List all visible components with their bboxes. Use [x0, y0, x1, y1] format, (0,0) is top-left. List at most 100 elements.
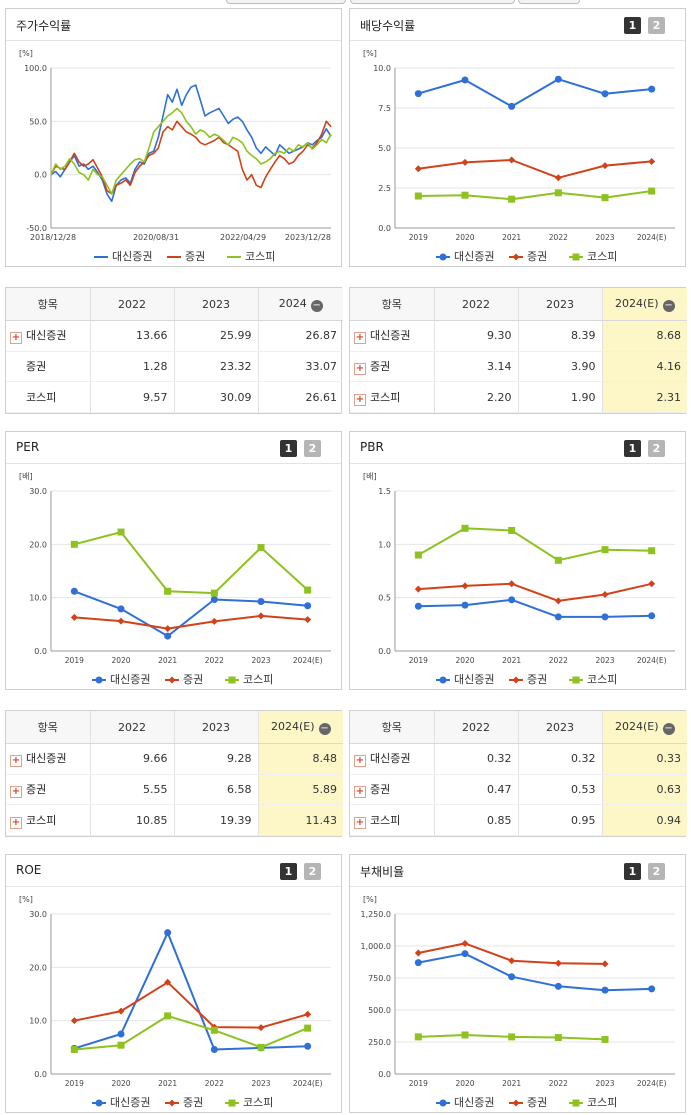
- data-point[interactable]: [601, 590, 609, 598]
- expand-icon[interactable]: +: [354, 785, 366, 798]
- data-point[interactable]: [257, 598, 265, 606]
- data-point[interactable]: [461, 582, 469, 590]
- data-point[interactable]: [210, 617, 218, 625]
- legend-label[interactable]: 대신증권: [110, 673, 150, 686]
- data-point[interactable]: [554, 1034, 562, 1042]
- row-name[interactable]: + 코스피: [350, 804, 435, 836]
- data-point[interactable]: [554, 613, 562, 621]
- data-point[interactable]: [70, 1017, 78, 1025]
- data-point[interactable]: [601, 90, 609, 98]
- legend-label[interactable]: 대신증권: [112, 250, 152, 263]
- expand-icon[interactable]: +: [354, 816, 366, 829]
- data-point[interactable]: [304, 1042, 312, 1050]
- data-point[interactable]: [461, 939, 469, 947]
- view-1-button[interactable]: 1: [624, 440, 641, 457]
- data-point[interactable]: [648, 612, 656, 620]
- data-point[interactable]: [648, 85, 656, 93]
- data-point[interactable]: [164, 587, 172, 595]
- data-point[interactable]: [554, 597, 562, 605]
- data-point[interactable]: [257, 612, 265, 620]
- data-point[interactable]: [304, 616, 312, 624]
- data-point[interactable]: [257, 544, 265, 552]
- data-point[interactable]: [648, 547, 656, 555]
- data-point[interactable]: [601, 986, 609, 994]
- data-point[interactable]: [648, 157, 656, 165]
- expand-icon[interactable]: +: [354, 393, 366, 406]
- expand-icon[interactable]: +: [10, 785, 22, 798]
- data-point[interactable]: [164, 978, 172, 986]
- legend-label[interactable]: 코스피: [245, 250, 275, 263]
- expand-icon[interactable]: +: [10, 332, 22, 345]
- data-point[interactable]: [554, 959, 562, 967]
- collapse-icon[interactable]: −: [662, 299, 675, 312]
- data-point[interactable]: [117, 617, 125, 625]
- row-name[interactable]: + 대신증권: [6, 743, 91, 775]
- data-point[interactable]: [210, 1045, 218, 1053]
- view-1-button[interactable]: 1: [624, 17, 641, 34]
- data-point[interactable]: [508, 526, 516, 534]
- expand-icon[interactable]: +: [354, 332, 366, 345]
- data-point[interactable]: [117, 528, 125, 536]
- data-point[interactable]: [70, 1045, 78, 1053]
- data-point[interactable]: [648, 187, 656, 195]
- data-point[interactable]: [601, 194, 609, 202]
- view-2-button[interactable]: 2: [304, 440, 321, 457]
- expand-icon[interactable]: +: [354, 362, 366, 375]
- legend-label[interactable]: 증권: [183, 1096, 203, 1109]
- data-point[interactable]: [508, 957, 516, 965]
- data-point[interactable]: [304, 602, 312, 610]
- collapse-icon[interactable]: −: [318, 722, 331, 735]
- data-point[interactable]: [117, 605, 125, 613]
- data-point[interactable]: [461, 524, 469, 532]
- data-point[interactable]: [601, 162, 609, 170]
- data-point[interactable]: [648, 580, 656, 588]
- data-point[interactable]: [554, 174, 562, 182]
- expand-icon[interactable]: +: [10, 755, 22, 768]
- data-point[interactable]: [414, 90, 422, 98]
- collapse-icon[interactable]: −: [310, 299, 323, 312]
- legend-label[interactable]: 코스피: [587, 673, 617, 686]
- data-point[interactable]: [414, 585, 422, 593]
- data-point[interactable]: [554, 982, 562, 990]
- legend-label[interactable]: 코스피: [243, 673, 273, 686]
- row-name[interactable]: + 대신증권: [6, 320, 91, 352]
- data-point[interactable]: [117, 1041, 125, 1049]
- data-point[interactable]: [210, 595, 218, 603]
- legend-label[interactable]: 대신증권: [454, 673, 494, 686]
- legend-label[interactable]: 대신증권: [454, 250, 494, 263]
- data-point[interactable]: [601, 546, 609, 554]
- data-point[interactable]: [461, 601, 469, 609]
- data-point[interactable]: [304, 1010, 312, 1018]
- data-point[interactable]: [164, 625, 172, 633]
- data-point[interactable]: [554, 75, 562, 83]
- data-point[interactable]: [117, 1007, 125, 1015]
- data-point[interactable]: [601, 960, 609, 968]
- data-point[interactable]: [508, 195, 516, 203]
- data-point[interactable]: [414, 949, 422, 957]
- legend-label[interactable]: 증권: [183, 673, 203, 686]
- legend-label[interactable]: 대신증권: [454, 1096, 494, 1109]
- expand-icon[interactable]: +: [354, 755, 366, 768]
- data-point[interactable]: [164, 929, 172, 937]
- data-point[interactable]: [508, 596, 516, 604]
- view-1-button[interactable]: 1: [280, 863, 297, 880]
- data-point[interactable]: [414, 165, 422, 173]
- view-1-button[interactable]: 1: [624, 863, 641, 880]
- data-point[interactable]: [414, 1033, 422, 1041]
- data-point[interactable]: [601, 1035, 609, 1043]
- row-name[interactable]: + 증권: [6, 774, 91, 806]
- data-point[interactable]: [648, 985, 656, 993]
- data-point[interactable]: [461, 191, 469, 199]
- data-point[interactable]: [461, 1031, 469, 1039]
- legend-label[interactable]: 코스피: [243, 1096, 273, 1109]
- row-name[interactable]: + 코스피: [6, 804, 91, 836]
- view-2-button[interactable]: 2: [648, 17, 665, 34]
- data-point[interactable]: [554, 189, 562, 197]
- view-2-button[interactable]: 2: [304, 863, 321, 880]
- data-point[interactable]: [70, 540, 78, 548]
- data-point[interactable]: [508, 102, 516, 110]
- legend-label[interactable]: 코스피: [587, 1096, 617, 1109]
- top-control[interactable]: [518, 0, 580, 4]
- legend-label[interactable]: 증권: [185, 250, 205, 263]
- data-point[interactable]: [414, 551, 422, 559]
